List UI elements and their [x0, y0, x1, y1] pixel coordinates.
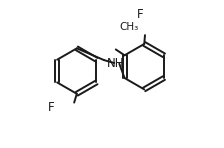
- Text: CH₃: CH₃: [120, 22, 139, 32]
- Text: F: F: [137, 8, 144, 21]
- Text: NH: NH: [107, 57, 124, 70]
- Text: F: F: [48, 101, 54, 114]
